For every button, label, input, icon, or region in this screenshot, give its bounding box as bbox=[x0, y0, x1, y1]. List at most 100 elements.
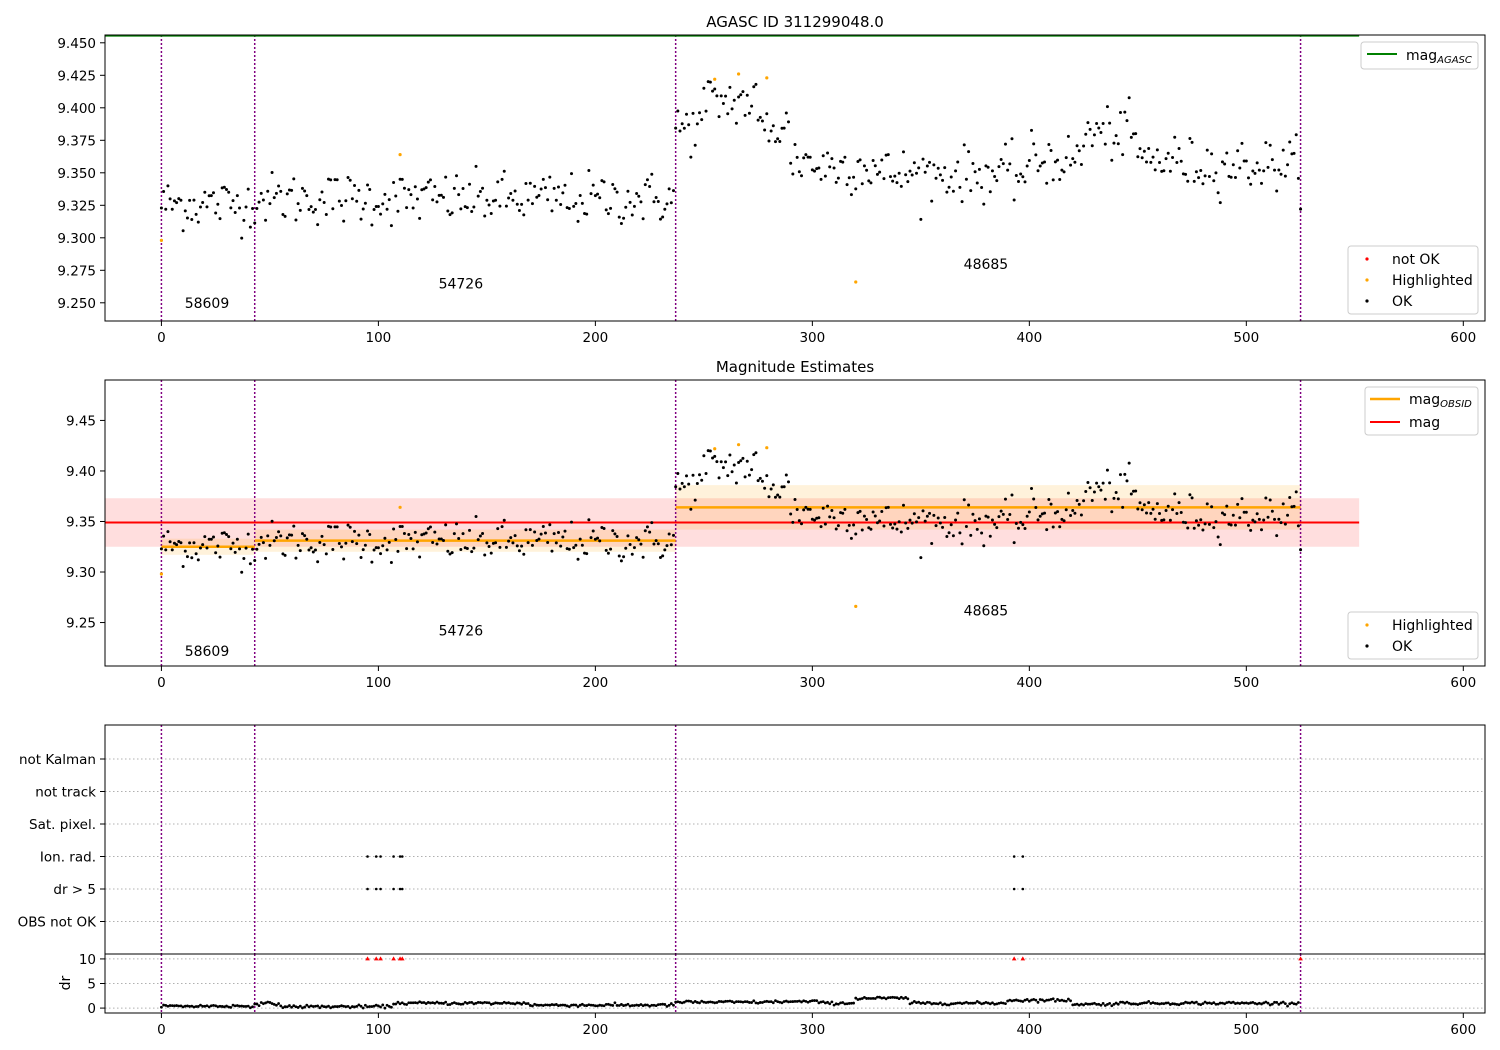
obs-label: 58609 bbox=[185, 644, 230, 660]
ok-point bbox=[1164, 157, 1168, 161]
ok-point bbox=[1205, 502, 1209, 506]
ok-point bbox=[201, 200, 205, 204]
ok-point bbox=[1129, 492, 1133, 496]
dr-point bbox=[691, 1001, 695, 1005]
dr-point bbox=[847, 1002, 851, 1005]
ok-point bbox=[1125, 119, 1129, 123]
ok-point bbox=[1251, 518, 1255, 522]
dr-point bbox=[923, 1002, 927, 1006]
ok-point bbox=[556, 185, 560, 189]
ok-point bbox=[268, 202, 272, 206]
ok-point bbox=[478, 190, 482, 194]
dr-point bbox=[761, 1001, 764, 1004]
dr-point bbox=[487, 1001, 491, 1005]
dr-point bbox=[815, 999, 819, 1003]
dr-point bbox=[945, 1003, 949, 1007]
ok-point bbox=[1110, 510, 1114, 514]
dr-point bbox=[246, 1004, 250, 1008]
ok-point bbox=[821, 506, 825, 510]
ok-point bbox=[550, 209, 554, 213]
flag-row-label: dr > 5 bbox=[53, 882, 96, 898]
y-tick-label: 9.325 bbox=[57, 198, 96, 214]
dr-point bbox=[541, 1004, 545, 1007]
dr-point bbox=[845, 1002, 849, 1006]
dr-point bbox=[1142, 1001, 1146, 1005]
dr-point bbox=[1275, 1000, 1279, 1004]
ok-point bbox=[1019, 520, 1023, 524]
dr-point bbox=[704, 1001, 708, 1004]
ok-point bbox=[1056, 158, 1060, 162]
ok-point bbox=[274, 191, 278, 195]
ok-point bbox=[181, 565, 185, 569]
ok-point bbox=[1214, 520, 1218, 524]
ok-point bbox=[724, 460, 728, 464]
ok-point bbox=[619, 559, 623, 563]
dr-point bbox=[1173, 1002, 1177, 1006]
ok-point bbox=[719, 94, 723, 98]
ok-point bbox=[626, 189, 630, 193]
ok-point bbox=[240, 236, 244, 240]
ok-point bbox=[444, 523, 448, 527]
ok-point bbox=[196, 220, 200, 224]
dr-point bbox=[646, 1003, 649, 1007]
legend-mag: magOBSID mag bbox=[1364, 386, 1479, 436]
ok-point bbox=[1103, 142, 1107, 146]
dr-point bbox=[1110, 1004, 1114, 1008]
dr-point bbox=[385, 1003, 389, 1007]
ok-point bbox=[1049, 148, 1053, 152]
ok-point bbox=[1125, 479, 1129, 483]
x-tick-label: 500 bbox=[1233, 1022, 1259, 1038]
ok-point bbox=[561, 191, 565, 195]
ok-point bbox=[878, 170, 882, 174]
ok-point bbox=[730, 107, 734, 111]
ok-point bbox=[804, 153, 808, 157]
dr-point bbox=[496, 1001, 500, 1005]
ok-point bbox=[609, 547, 613, 551]
ok-point bbox=[1053, 160, 1057, 164]
ok-point bbox=[769, 487, 773, 491]
obs-label: 48685 bbox=[964, 603, 1009, 619]
ok-point bbox=[300, 186, 304, 190]
ok-point bbox=[1257, 517, 1261, 521]
ok-point bbox=[424, 186, 428, 190]
ok-point bbox=[663, 207, 667, 211]
ok-point bbox=[828, 165, 832, 169]
ok-point bbox=[843, 507, 847, 511]
ok-point bbox=[264, 218, 268, 222]
ok-point bbox=[496, 527, 500, 531]
dr-point bbox=[548, 1003, 552, 1007]
ok-point bbox=[211, 535, 215, 539]
dr-point bbox=[1071, 1003, 1075, 1007]
dr-point bbox=[1077, 1003, 1081, 1007]
ok-point bbox=[1188, 136, 1192, 140]
dr-point bbox=[1192, 1001, 1196, 1005]
ok-point bbox=[628, 200, 632, 204]
ok-point bbox=[324, 212, 328, 216]
dr-point bbox=[459, 1002, 463, 1006]
ok-point bbox=[1053, 511, 1057, 515]
dr-point bbox=[1296, 1001, 1300, 1004]
y-tick-label: 9.275 bbox=[57, 263, 96, 279]
legend-ok-marker bbox=[1365, 299, 1369, 303]
dr-point bbox=[483, 1001, 487, 1004]
dr-point bbox=[860, 997, 864, 1000]
dr-point bbox=[1062, 999, 1066, 1003]
ok-point bbox=[624, 546, 628, 550]
ok-point bbox=[294, 556, 298, 560]
ok-point bbox=[248, 225, 252, 229]
dr-point bbox=[810, 999, 814, 1003]
ok-point bbox=[1296, 524, 1300, 528]
dr-point bbox=[999, 1001, 1003, 1005]
dr-point bbox=[511, 1002, 515, 1005]
ok-point bbox=[494, 198, 498, 202]
dr-point bbox=[956, 1001, 960, 1005]
dr-point bbox=[604, 1002, 608, 1006]
ok-point bbox=[938, 521, 942, 525]
ok-point bbox=[1162, 518, 1166, 522]
ok-point bbox=[1008, 513, 1012, 517]
dr-point bbox=[1270, 1002, 1274, 1006]
ok-point bbox=[402, 186, 406, 190]
ok-point bbox=[901, 150, 905, 154]
dr-point bbox=[1047, 998, 1051, 1002]
